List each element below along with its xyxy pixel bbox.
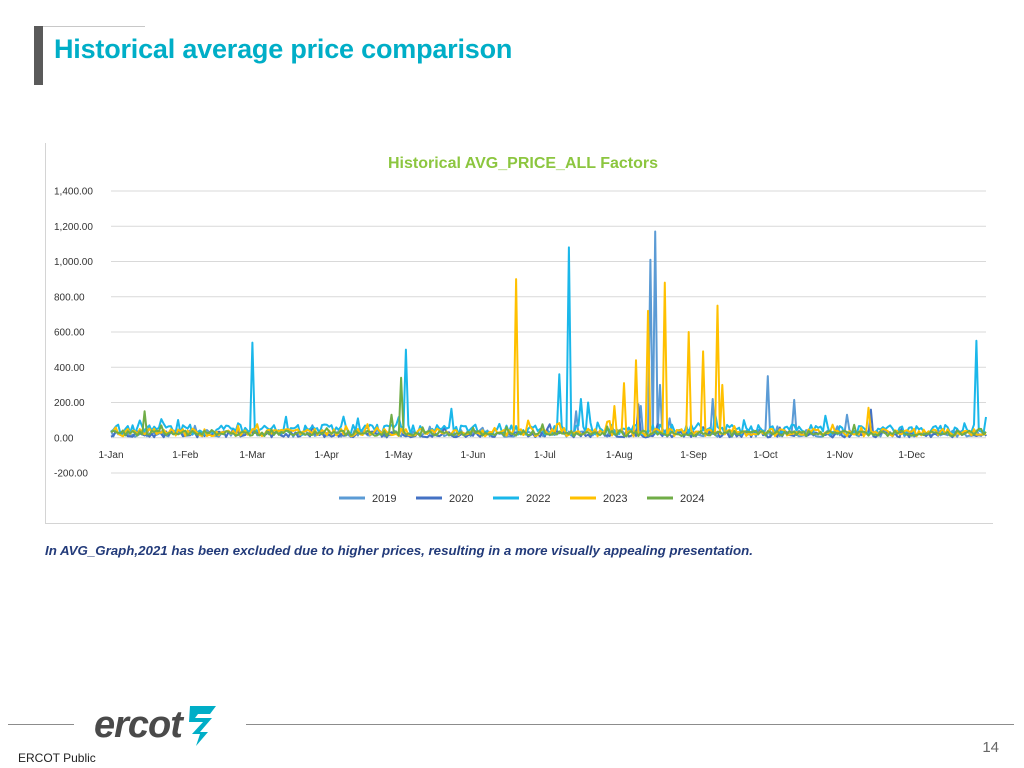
y-tick-label: 800.00 — [54, 292, 85, 303]
x-tick-label: 1-Apr — [315, 450, 340, 461]
legend-label-2019: 2019 — [372, 493, 396, 505]
slide-title: Historical average price comparison — [54, 34, 513, 64]
series-lines — [110, 230, 987, 439]
footer-classification: ERCOT Public — [18, 751, 96, 765]
y-tick-label: 600.00 — [54, 328, 85, 339]
legend-label-2024: 2024 — [680, 493, 704, 505]
legend-label-2020: 2020 — [449, 493, 473, 505]
y-tick-label: 1,200.00 — [54, 222, 93, 233]
y-tick-label: -200.00 — [54, 469, 88, 480]
x-axis-labels: 1-Jan 1-Feb 1-Mar 1-Apr 1-May 1-Jun 1-Jul 1-Aug… — [98, 450, 925, 461]
series-line-2024 — [110, 376, 987, 438]
logo-wordmark: ercot — [94, 703, 183, 746]
y-axis-labels: 1,400.00 1,200.00 1,000.00 800.00 600.00 400.… — [54, 187, 93, 480]
price-line-chart: Historical AVG_PRICE_ALL Factors 1,400.0… — [54, 155, 987, 505]
legend-label-2022: 2022 — [526, 493, 550, 505]
title-top-rule — [35, 26, 145, 27]
series-line-2019 — [110, 230, 987, 438]
x-tick-label: 1-Jul — [534, 450, 556, 461]
x-tick-label: 1-Nov — [826, 450, 853, 461]
legend-label-2023: 2023 — [603, 493, 627, 505]
footer-rule-left — [8, 724, 74, 725]
y-tick-label: 400.00 — [54, 363, 85, 374]
series-line-2023 — [110, 278, 987, 438]
y-tick-label: 200.00 — [54, 398, 85, 409]
x-tick-label: 1-Feb — [172, 450, 199, 461]
series-line-2022 — [110, 246, 987, 436]
ercot-logo: ercot — [94, 700, 220, 750]
x-tick-label: 1-Jun — [460, 450, 485, 461]
title-accent-bar — [34, 26, 43, 85]
x-tick-label: 1-Jan — [98, 450, 123, 461]
x-tick-label: 1-Sep — [680, 450, 707, 461]
ercot-bolt-icon — [188, 706, 216, 746]
y-tick-label: 1,400.00 — [54, 187, 93, 198]
y-tick-label: 0.00 — [54, 433, 74, 444]
chart-footnote: In AVG_Graph,2021 has been excluded due … — [45, 543, 753, 558]
x-tick-label: 1-Aug — [606, 450, 633, 461]
legend: 2019 2020 2022 2023 2024 — [339, 493, 704, 505]
x-tick-label: 1-Oct — [753, 450, 778, 461]
gridlines — [111, 190, 986, 474]
y-tick-label: 1,000.00 — [54, 257, 93, 268]
page-number: 14 — [982, 739, 999, 756]
x-tick-label: 1-Dec — [898, 450, 925, 461]
footer-rule-right — [246, 724, 1014, 725]
x-tick-label: 1-May — [385, 450, 413, 461]
chart-panel: Historical AVG_PRICE_ALL Factors 1,400.0… — [45, 143, 993, 524]
chart-title: Historical AVG_PRICE_ALL Factors — [388, 155, 658, 172]
x-tick-label: 1-Mar — [239, 450, 266, 461]
